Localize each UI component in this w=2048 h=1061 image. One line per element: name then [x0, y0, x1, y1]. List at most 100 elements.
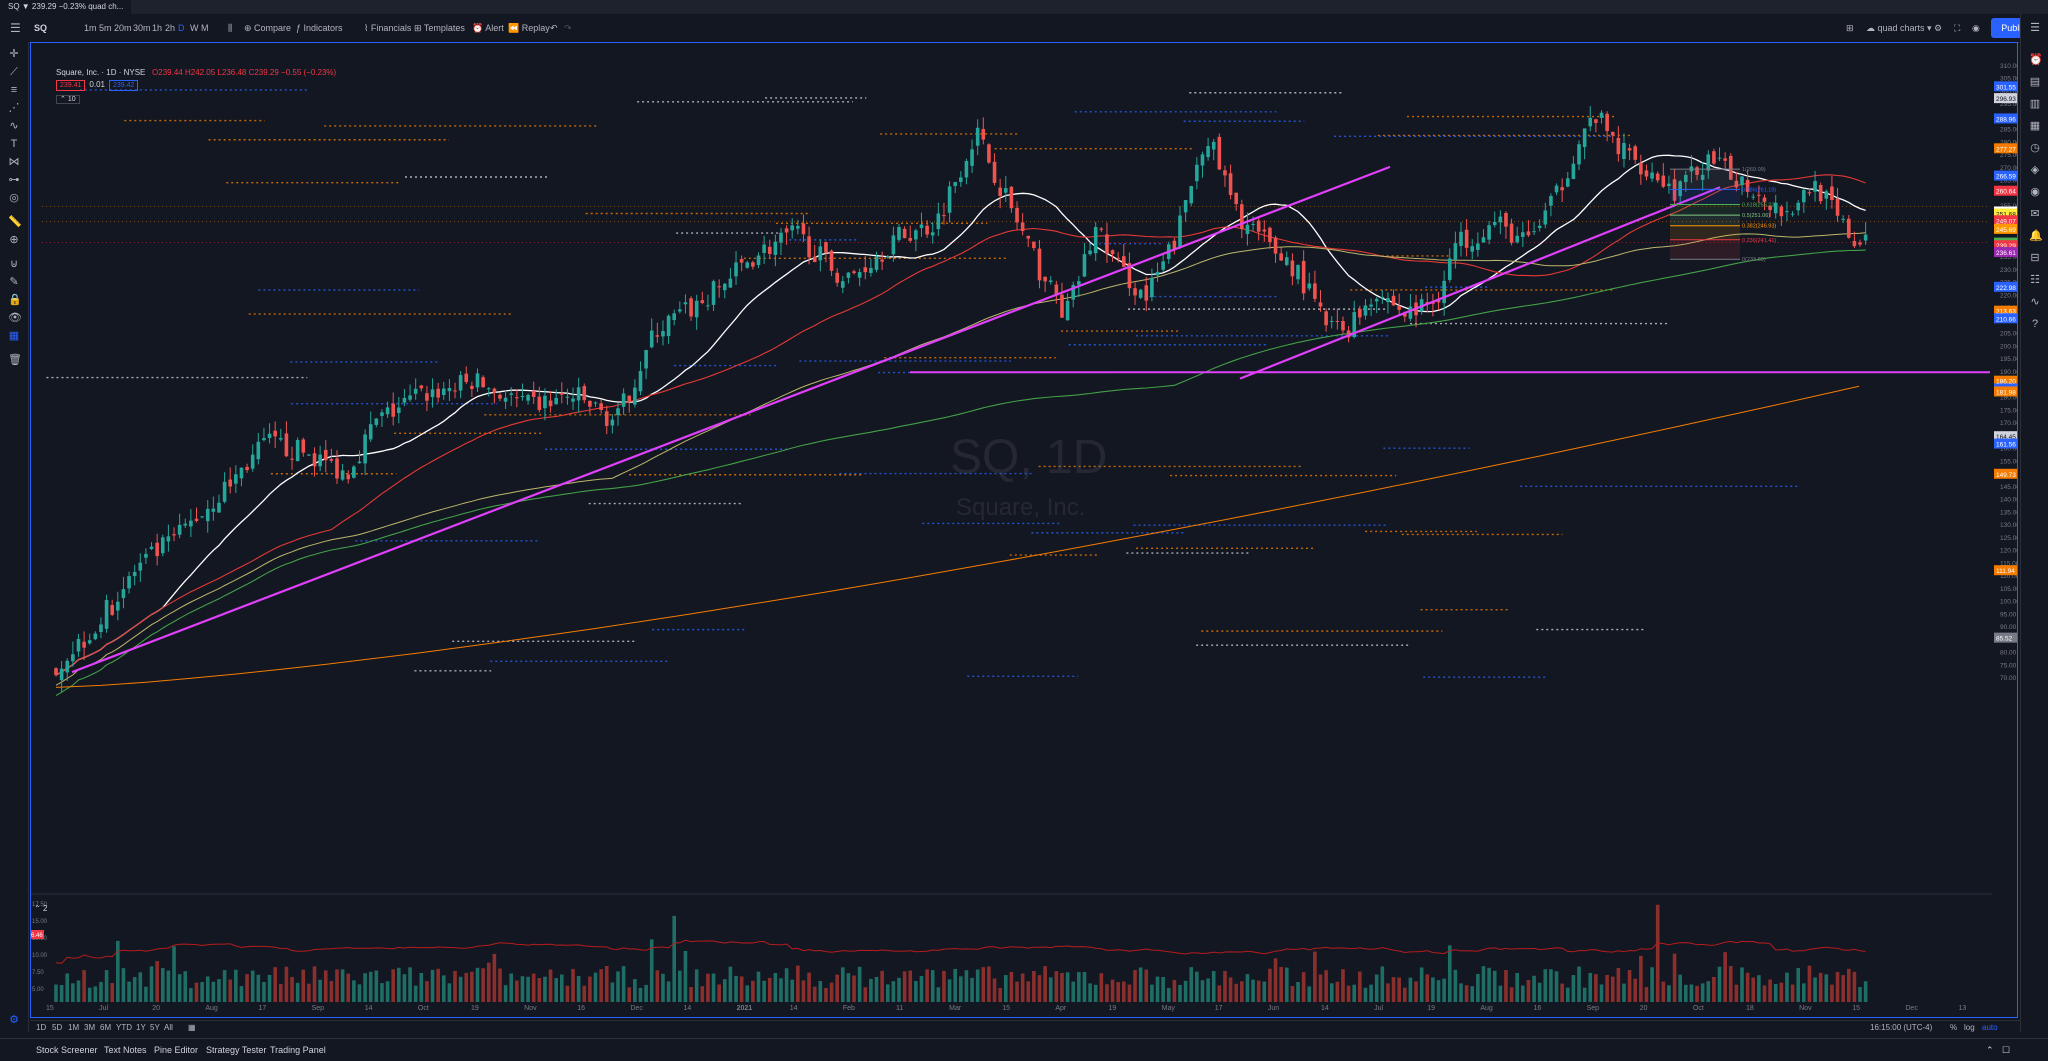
horizontal-lines-icon[interactable]: ≡ — [10, 84, 18, 96]
camera-icon[interactable]: ◉ — [1972, 23, 1980, 33]
help-icon[interactable]: ? — [2031, 318, 2039, 330]
maximize-panel-icon[interactable]: ☐ — [2002, 1045, 2011, 1055]
ma-20-line — [55, 154, 1866, 676]
news-icon[interactable]: ◷ — [2030, 142, 2040, 154]
redo-icon[interactable]: ↷ — [564, 23, 572, 33]
visibility-icon[interactable]: 👁 — [8, 312, 22, 324]
legend-title[interactable]: Square, Inc. · 1D · NYSE — [56, 68, 146, 77]
symbol-search[interactable]: SQ — [34, 23, 48, 33]
financials-button[interactable]: ⌇ Financials — [364, 23, 412, 33]
layout-name[interactable]: ☁ quad charts ▾ — [1866, 23, 1932, 33]
zoom-icon[interactable]: ⊕ — [9, 234, 19, 246]
tab-strategy-tester[interactable]: Strategy Tester — [206, 1045, 267, 1055]
settings-gear-icon[interactable]: ⚙ — [9, 1014, 19, 1026]
compare-button[interactable]: ⊕ Compare — [244, 23, 292, 33]
range-1y[interactable]: 1Y — [136, 1023, 146, 1032]
layout-icon[interactable]: ⊞ — [1846, 23, 1854, 33]
fib-icon[interactable]: ⋰ — [8, 102, 20, 114]
percent-toggle[interactable]: % — [1950, 1023, 1958, 1032]
volume-bar — [194, 982, 199, 1002]
auto-toggle[interactable]: auto — [1982, 1023, 1998, 1032]
templates-button[interactable]: ⊞ Templates — [414, 23, 465, 33]
indicators-collapse[interactable]: ⌃ 10 — [56, 95, 80, 104]
streams-icon[interactable]: ◉ — [2030, 186, 2040, 198]
trash-icon[interactable]: 🗑 — [8, 354, 22, 366]
interval-30m[interactable]: 30m — [133, 23, 151, 33]
alerts-icon[interactable]: ⏰ — [2029, 54, 2043, 66]
brush-icon[interactable]: ∿ — [9, 120, 19, 132]
bid-price[interactable]: 239.41 — [56, 80, 86, 91]
notifications-icon[interactable]: 🔔 — [2029, 230, 2043, 242]
range-5d[interactable]: 5D — [52, 1023, 63, 1032]
volume-bar — [177, 974, 182, 1002]
range-6m[interactable]: 6M — [100, 1023, 112, 1032]
settings-icon[interactable]: ⚙ — [1934, 23, 1943, 33]
volume-bar — [694, 969, 699, 1002]
object-tree-icon[interactable]: ▦ — [8, 330, 20, 342]
volume-bar — [1459, 983, 1463, 1002]
volume-bar — [82, 970, 86, 1002]
eye-icon[interactable]: ◎ — [9, 192, 19, 204]
volume-bar — [1346, 985, 1351, 1002]
volume-bar — [1234, 983, 1238, 1002]
candle-body — [408, 395, 412, 400]
tab-stock-screener[interactable]: Stock Screener — [36, 1045, 98, 1055]
browser-tab[interactable]: SQ ▼ 239.29 −0.23% quad ch... — [0, 0, 132, 14]
range-3m[interactable]: 3M — [84, 1023, 96, 1032]
text-icon[interactable]: T — [10, 138, 18, 150]
goto-date-icon[interactable]: ▦ — [188, 1023, 196, 1032]
interval-w[interactable]: W — [190, 23, 199, 33]
ruler-icon[interactable]: 📏 — [8, 216, 22, 228]
candle-body — [700, 300, 705, 304]
calendar-icon[interactable]: ▦ — [2029, 120, 2041, 132]
indicators-button[interactable]: ƒ Indicators — [296, 23, 343, 33]
pine-icon[interactable]: ∿ — [2030, 296, 2040, 308]
fullscreen-icon[interactable]: ⛶ — [1954, 23, 1961, 33]
range-1m[interactable]: 1M — [68, 1023, 80, 1032]
candles-icon[interactable]: ⫼ — [228, 23, 233, 33]
ideas-icon[interactable]: ◈ — [2030, 164, 2040, 176]
replay-button[interactable]: ⏪ Replay — [508, 23, 550, 33]
pattern-icon[interactable]: ⋈ — [8, 156, 20, 168]
lock-icon[interactable]: 🔒 — [8, 294, 22, 306]
interval-1m[interactable]: 1m — [84, 23, 97, 33]
price-tick-label: 200.00 — [2000, 343, 2018, 350]
undo-icon[interactable]: ↶ — [550, 23, 558, 33]
range-ytd[interactable]: YTD — [116, 1023, 132, 1032]
trendline-icon[interactable]: ⟋ — [10, 66, 18, 78]
menu-icon[interactable]: ☰ — [10, 21, 21, 35]
ask-price[interactable]: 239.42 — [109, 80, 139, 91]
tab-pine-editor[interactable]: Pine Editor — [154, 1045, 199, 1055]
candle-body — [1773, 202, 1778, 214]
measure-tools-icon[interactable]: ⊶ — [8, 174, 20, 186]
order-panel-icon[interactable]: ⊟ — [2030, 252, 2040, 264]
magnet-icon[interactable]: ⊍ — [9, 258, 19, 270]
tab-trading-panel[interactable]: Trading Panel — [270, 1045, 326, 1055]
chat-icon[interactable]: ✉ — [2030, 208, 2040, 220]
pencil-lock-icon[interactable]: ✎ — [9, 276, 19, 288]
log-toggle[interactable]: log — [1964, 1023, 1975, 1032]
watchlist-icon[interactable]: ☰ — [2030, 22, 2040, 34]
volume-bar — [711, 973, 716, 1002]
interval-5m[interactable]: 5m — [99, 23, 112, 33]
interval-1h[interactable]: 1h — [152, 23, 163, 33]
chart-canvas[interactable]: 1(269.09) 0.786(261.18) 0.618(255.23) 0.5(2… — [30, 42, 2018, 1018]
data-window-icon[interactable]: ▤ — [2029, 76, 2041, 88]
volume-bar — [284, 966, 289, 1002]
dom-icon[interactable]: ☷ — [2030, 274, 2040, 286]
interval-2h[interactable]: 2h — [165, 23, 176, 33]
interval-20m[interactable]: 20m — [114, 23, 132, 33]
interval-d[interactable]: D — [178, 23, 185, 33]
volume-legend[interactable]: ⌃ 2 — [34, 904, 48, 913]
ma-50-line — [55, 174, 1866, 676]
tab-text-notes[interactable]: Text Notes — [104, 1045, 147, 1055]
time-tick-label: 16 — [577, 1005, 585, 1012]
alert-button[interactable]: ⏰ Alert — [472, 23, 504, 33]
hotlist-icon[interactable]: ▥ — [2029, 98, 2041, 110]
range-all[interactable]: All — [164, 1023, 173, 1032]
range-1d[interactable]: 1D — [36, 1023, 47, 1032]
cursor-icon[interactable]: ✛ — [9, 48, 19, 60]
collapse-panel-icon[interactable]: ⌃ — [1986, 1045, 1994, 1055]
interval-m[interactable]: M — [201, 23, 209, 33]
range-5y[interactable]: 5Y — [150, 1023, 160, 1032]
